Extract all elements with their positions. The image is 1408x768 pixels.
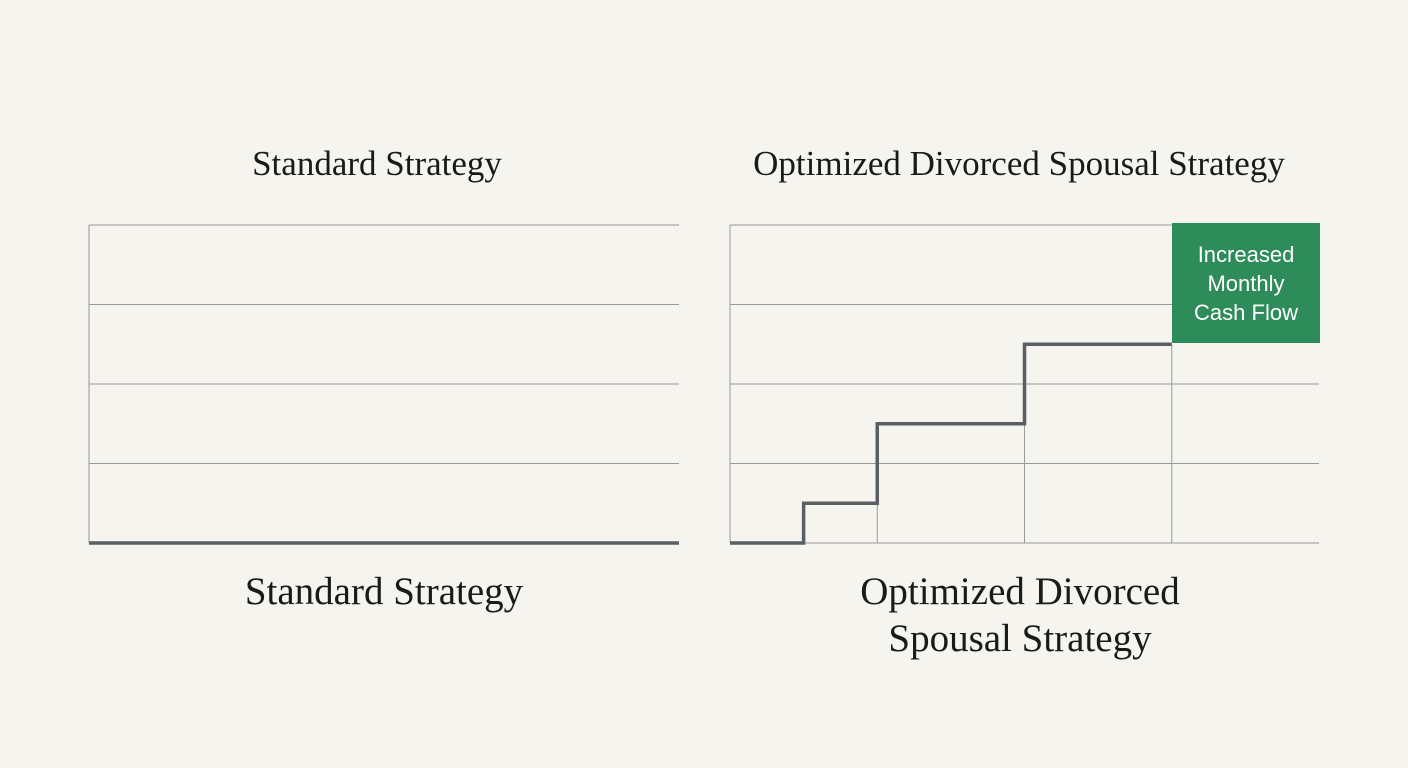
caption-container: Optimized Divorced Spousal Strategy [860, 570, 1180, 660]
annotation-box [1172, 223, 1320, 343]
annotation-container: Increased Monthly Cash Flow [1194, 241, 1298, 325]
caption-container: Standard Strategy [244, 570, 524, 613]
step-line [730, 342, 1172, 545]
chart-caption: Optimized Divorced Spousal Strategy [860, 570, 1180, 660]
chart-title: Optimized Divorced Spousal Strategy [753, 144, 1285, 183]
annotation-text: Increased Monthly Cash Flow [1194, 241, 1298, 325]
chart-title: Standard Strategy [252, 144, 502, 183]
chart-caption: Standard Strategy [244, 570, 524, 613]
